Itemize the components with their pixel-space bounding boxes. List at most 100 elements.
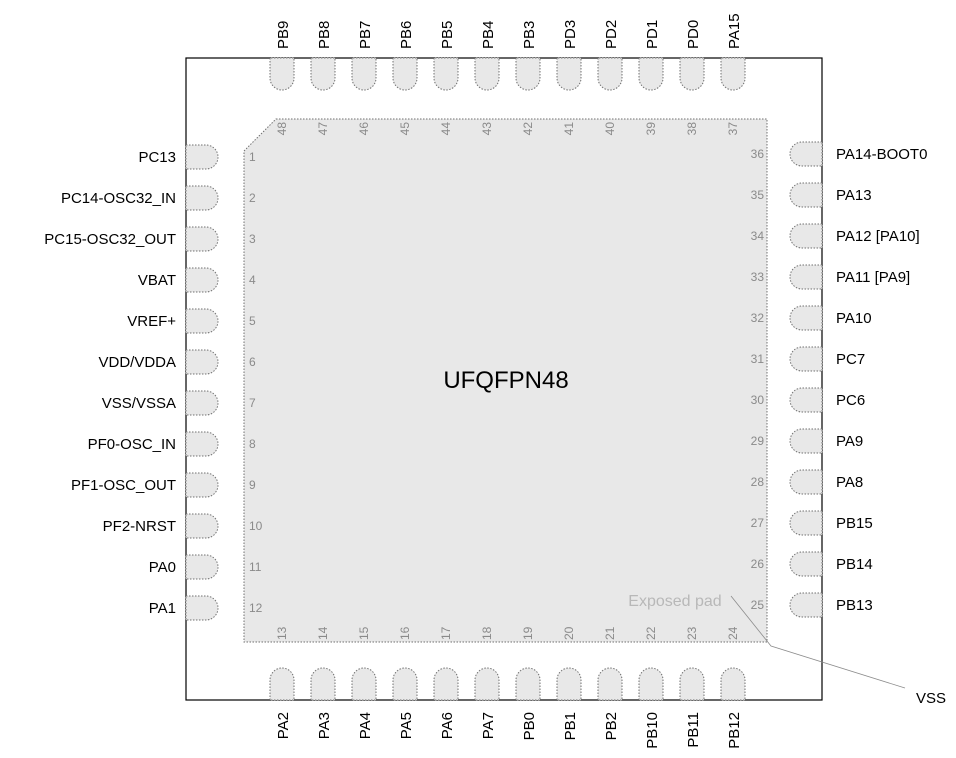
- pin-number-left: 11: [249, 560, 262, 574]
- pins-left-side: PC13 1 PC14-OSC32_IN 2 PC15-OSC32_OUT 3 VBAT 4 V…: [44, 144, 263, 621]
- pin-name-top: PB3: [521, 21, 538, 49]
- pin-number-left: 1: [249, 150, 256, 164]
- pin-number-top: 46: [357, 122, 371, 136]
- pin-name-bottom: PA2: [275, 712, 292, 739]
- pins-top-side: PA15 37 PD0 38 PD1 39 PD2 40 PD3 41 PB3 42 PB4 43 PB5 4…: [269, 13, 746, 136]
- pin-name-top: PB9: [275, 21, 292, 49]
- pin-number-top: 45: [398, 122, 412, 136]
- pin-number-left: 10: [249, 519, 263, 533]
- pin-number-top: 48: [275, 122, 289, 136]
- pin-pad-bottom: [638, 667, 664, 701]
- pin-number-right: 30: [751, 393, 765, 407]
- pin-pad-right: [789, 141, 823, 167]
- pin-name-top: PD2: [603, 20, 620, 49]
- pin-pad-top: [515, 57, 541, 91]
- pin-number-top: 39: [644, 122, 658, 136]
- pin-name-left: PA1: [149, 600, 176, 617]
- pin-name-right: PA13: [836, 187, 872, 204]
- pin-name-bottom: PA6: [439, 712, 456, 739]
- pin-name-top: PB8: [316, 21, 333, 49]
- pin-pad-bottom: [515, 667, 541, 701]
- pin-name-bottom: PB12: [726, 712, 743, 749]
- pin-number-right: 29: [751, 434, 765, 448]
- pin-pad-right: [789, 305, 823, 331]
- pin-name-left: PF1-OSC_OUT: [71, 477, 176, 494]
- pin-number-right: 34: [751, 229, 765, 243]
- pin-number-left: 3: [249, 232, 256, 246]
- pin-number-bottom: 22: [644, 626, 658, 640]
- pin-number-top: 42: [521, 122, 535, 136]
- pin-pad-left: [185, 554, 219, 580]
- pin-pad-left: [185, 267, 219, 293]
- pin-pad-top: [351, 57, 377, 91]
- pin-pad-right: [789, 592, 823, 618]
- pin-pad-left: [185, 185, 219, 211]
- pin-number-bottom: 21: [603, 626, 617, 640]
- pin-pad-top: [638, 57, 664, 91]
- pin-name-bottom: PA7: [480, 712, 497, 739]
- pin-name-bottom: PB2: [603, 712, 620, 740]
- pin-number-top: 47: [316, 122, 330, 136]
- pin-pad-bottom: [269, 667, 295, 701]
- pin-number-left: 4: [249, 273, 256, 287]
- exposed-pad-label: Exposed pad: [628, 593, 721, 610]
- pin-name-bottom: PB1: [562, 712, 579, 740]
- pin-name-bottom: PA3: [316, 712, 333, 739]
- pin-pad-left: [185, 144, 219, 170]
- pin-number-right: 33: [751, 270, 765, 284]
- pin-name-right: PC6: [836, 392, 865, 409]
- pins-right-side: PB13 25 PB14 26 PB15 27 PA8 28 PA9 29 PC6 30 PC7 31 PA…: [751, 141, 927, 618]
- pin-number-right: 31: [751, 352, 765, 366]
- pin-pad-bottom: [597, 667, 623, 701]
- pin-pad-bottom: [679, 667, 705, 701]
- pin-name-left: VDD/VDDA: [98, 354, 176, 371]
- pin-name-bottom: PA5: [398, 712, 415, 739]
- pin-pad-left: [185, 513, 219, 539]
- pin-name-bottom: PB10: [644, 712, 661, 749]
- pin-name-top: PD1: [644, 20, 661, 49]
- pin-pad-top: [720, 57, 746, 91]
- pin-name-left: PF0-OSC_IN: [88, 436, 176, 453]
- pin-name-right: PA10: [836, 310, 872, 327]
- pin-number-right: 28: [751, 475, 765, 489]
- pin-name-left: PA0: [149, 559, 176, 576]
- pin-name-right: PA11 [PA9]: [836, 269, 910, 286]
- pin-pad-top: [392, 57, 418, 91]
- pin-number-bottom: 18: [480, 626, 494, 640]
- pin-name-right: PA8: [836, 474, 863, 491]
- pin-pad-bottom: [556, 667, 582, 701]
- pin-number-left: 12: [249, 601, 263, 615]
- pin-number-right: 25: [751, 598, 765, 612]
- pin-number-left: 6: [249, 355, 256, 369]
- pin-pad-bottom: [392, 667, 418, 701]
- pin-pad-bottom: [351, 667, 377, 701]
- pin-pad-right: [789, 551, 823, 577]
- pin-pad-bottom: [310, 667, 336, 701]
- pin-number-bottom: 20: [562, 626, 576, 640]
- pin-name-top: PA15: [726, 13, 743, 49]
- pin-number-right: 32: [751, 311, 765, 325]
- pin-number-right: 36: [751, 147, 765, 161]
- pin-number-bottom: 14: [316, 626, 330, 640]
- pin-name-left: PC14-OSC32_IN: [61, 190, 176, 207]
- pin-pad-top: [269, 57, 295, 91]
- pin-pad-bottom: [720, 667, 746, 701]
- pin-number-top: 38: [685, 122, 699, 136]
- pin-number-right: 35: [751, 188, 765, 202]
- pin-name-bottom: PB0: [521, 712, 538, 740]
- pin-number-top: 43: [480, 122, 494, 136]
- pin-pad-right: [789, 428, 823, 454]
- pin-number-top: 44: [439, 122, 453, 136]
- pin-pad-bottom: [474, 667, 500, 701]
- pin-pad-top: [679, 57, 705, 91]
- pin-number-bottom: 24: [726, 626, 740, 640]
- pin-number-bottom: 17: [439, 626, 453, 640]
- pin-number-left: 8: [249, 437, 256, 451]
- pin-pad-left: [185, 595, 219, 621]
- pin-name-left: VBAT: [138, 272, 176, 289]
- pin-name-top: PD0: [685, 20, 702, 49]
- pin-pad-right: [789, 510, 823, 536]
- pin-pad-right: [789, 346, 823, 372]
- exposed-pad-net-label: VSS: [916, 690, 946, 707]
